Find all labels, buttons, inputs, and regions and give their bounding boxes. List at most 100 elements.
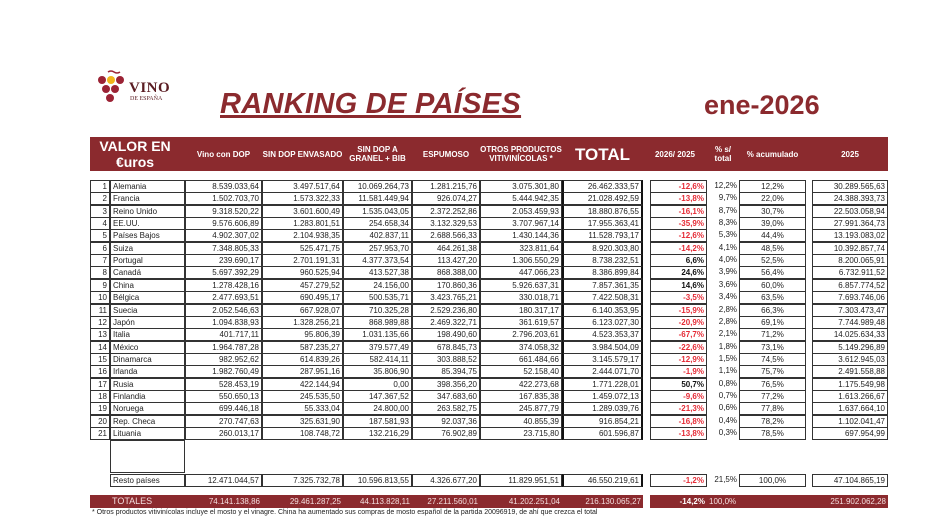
table-row-cell: 5.926.637,31 [480, 278, 562, 292]
rest-row-cell: Resto países [110, 474, 185, 487]
column-header-espumoso: ESPUMOSO [422, 149, 470, 159]
table-row-cell: 1.502.703,70 [185, 192, 262, 206]
table-row-cell: 0,6% [718, 403, 737, 413]
table-row-cell: 9 [90, 278, 110, 292]
rest-row-cell: 11.829.951,51 [480, 474, 562, 487]
table-row-cell: 347.683,60 [412, 389, 480, 403]
table-row-cell: Suiza [110, 241, 185, 255]
spacer-cell [110, 440, 185, 473]
table-row-cell: 76,5% [739, 377, 806, 391]
rest-row-cell: -1,2% [650, 474, 707, 487]
footnote: * Otros productos vitivinícolas incluye … [92, 509, 598, 516]
table-row-cell: 95.806,39 [262, 328, 343, 342]
table-row-cell: 15 [90, 352, 110, 366]
table-row-cell: 3.145.579,17 [562, 352, 643, 366]
table-row-cell: 12,2% [739, 180, 806, 193]
table-row-cell: China [110, 278, 185, 292]
table-row-cell: 52.158,40 [480, 365, 562, 379]
grape-logo-icon [98, 70, 124, 102]
table-row-cell: Rep. Checa [110, 414, 185, 428]
table-row-cell: 24.388.393,73 [812, 192, 888, 206]
rest-row-cell: 7.325.732,78 [262, 474, 343, 487]
table-row-cell: 3 [90, 204, 110, 218]
table-row-cell: 78,2% [739, 414, 806, 428]
table-row-cell: 422.273,68 [480, 377, 562, 391]
table-row-cell: Canadá [110, 266, 185, 280]
table-row-cell: 374.058,32 [480, 340, 562, 354]
table-row-cell: 48,5% [739, 241, 806, 255]
table-row-cell: 22.503.058,94 [812, 204, 888, 218]
page-title: RANKING DE PAÍSES [220, 88, 522, 120]
table-row-cell: Francia [110, 192, 185, 206]
table-row-cell: Alemania [110, 180, 185, 193]
table-row-cell: 254.658,34 [343, 217, 412, 231]
table-row-cell: 3.707.967,14 [480, 217, 562, 231]
table-row-cell: 2 [90, 192, 110, 206]
table-row-cell: 5.444.942,35 [480, 192, 562, 206]
table-row-cell: 7.857.361,35 [562, 278, 643, 292]
table-row-cell: 2.444.071,70 [562, 365, 643, 379]
table-row-cell: Reino Unido [110, 204, 185, 218]
table-row-cell: 10.069.264,73 [343, 180, 412, 193]
table-row-cell: -13,8% [650, 427, 707, 440]
table-row-cell: 710.325,28 [343, 303, 412, 317]
table-row-cell: 11.581.449,94 [343, 192, 412, 206]
table-row-cell: Portugal [110, 254, 185, 268]
table-row-cell: -12,6% [650, 229, 707, 243]
table-row-cell: 17 [90, 377, 110, 391]
table-row-cell: 2.104.938,35 [262, 229, 343, 243]
table-row-cell: 66,3% [739, 303, 806, 317]
table-row-cell: 2.053.459,93 [480, 204, 562, 218]
table-row-cell: 1.102.041,47 [812, 414, 888, 428]
table-row-cell: -13,8% [650, 192, 707, 206]
table-row-cell: 699.446,18 [185, 402, 262, 416]
table-row-cell: 4 [90, 217, 110, 231]
table-row-cell: Dinamarca [110, 352, 185, 366]
table-row-cell: 868.388,00 [412, 266, 480, 280]
column-header-valor: VALOR EN €uros [99, 138, 171, 170]
rest-row-cell: 46.550.219,61 [562, 474, 643, 487]
table-row-cell: 464.261,38 [412, 241, 480, 255]
table-row-cell: 3.601.600,49 [262, 204, 343, 218]
table-row-cell: 8 [90, 266, 110, 280]
table-row-cell: Lituania [110, 427, 185, 440]
table-row-cell: 2,1% [718, 329, 737, 339]
period-label: ene-2026 [704, 90, 820, 120]
table-row-cell: 982.952,62 [185, 352, 262, 366]
rest-row-cell: 10.596.813,55 [343, 474, 412, 487]
table-row-cell: -12,6% [650, 180, 707, 193]
table-row-cell: 2.477.693,51 [185, 291, 262, 305]
column-header-sin-dop-granel: SIN DOP A GRANEL + BIB [349, 145, 406, 163]
table-row-cell: 4.377.373,54 [343, 254, 412, 268]
table-row-cell: -22,6% [650, 340, 707, 354]
table-row-cell: Suecia [110, 303, 185, 317]
table-row-cell: Países Bajos [110, 229, 185, 243]
table-row-cell: 76.902,89 [412, 427, 480, 440]
table-row-cell: 1.430.144,36 [480, 229, 562, 243]
table-row-cell: 30.289.565,63 [812, 180, 888, 193]
table-row-cell: 8.738.232,51 [562, 254, 643, 268]
table-row-cell: 11 [90, 303, 110, 317]
table-row-cell: 1.637.664,10 [812, 402, 888, 416]
table-row-cell: 697.954,99 [812, 427, 888, 440]
table-row-cell: 1.283.801,51 [262, 217, 343, 231]
table-row-cell: 12 [90, 315, 110, 329]
table-row-cell: 22,0% [739, 192, 806, 206]
table-row-cell: 2.796.203,61 [480, 328, 562, 342]
table-row-cell: 6.140.353,95 [562, 303, 643, 317]
table-row-cell: 2.701.191,31 [262, 254, 343, 268]
rest-row-cell: 21,5% [714, 475, 737, 484]
totals-gap [643, 495, 650, 508]
table-row-cell: 3.423.765,21 [412, 291, 480, 305]
table-row-cell: 500.535,71 [343, 291, 412, 305]
table-row-cell: 18.880.876,55 [562, 204, 643, 218]
table-row-cell: Rusia [110, 377, 185, 391]
table-row-cell: 7.303.473,47 [812, 303, 888, 317]
totals-cell: 44.113.828,11 [360, 497, 410, 506]
table-row-cell: 10 [90, 291, 110, 305]
table-row-cell: 0,8% [718, 378, 737, 388]
table-row-cell: 35.806,90 [343, 365, 412, 379]
totals-cell: 251.902.062,28 [830, 497, 886, 506]
table-row-cell: 7.693.746,06 [812, 291, 888, 305]
column-header-var: 2026/ 2025 [654, 149, 696, 159]
